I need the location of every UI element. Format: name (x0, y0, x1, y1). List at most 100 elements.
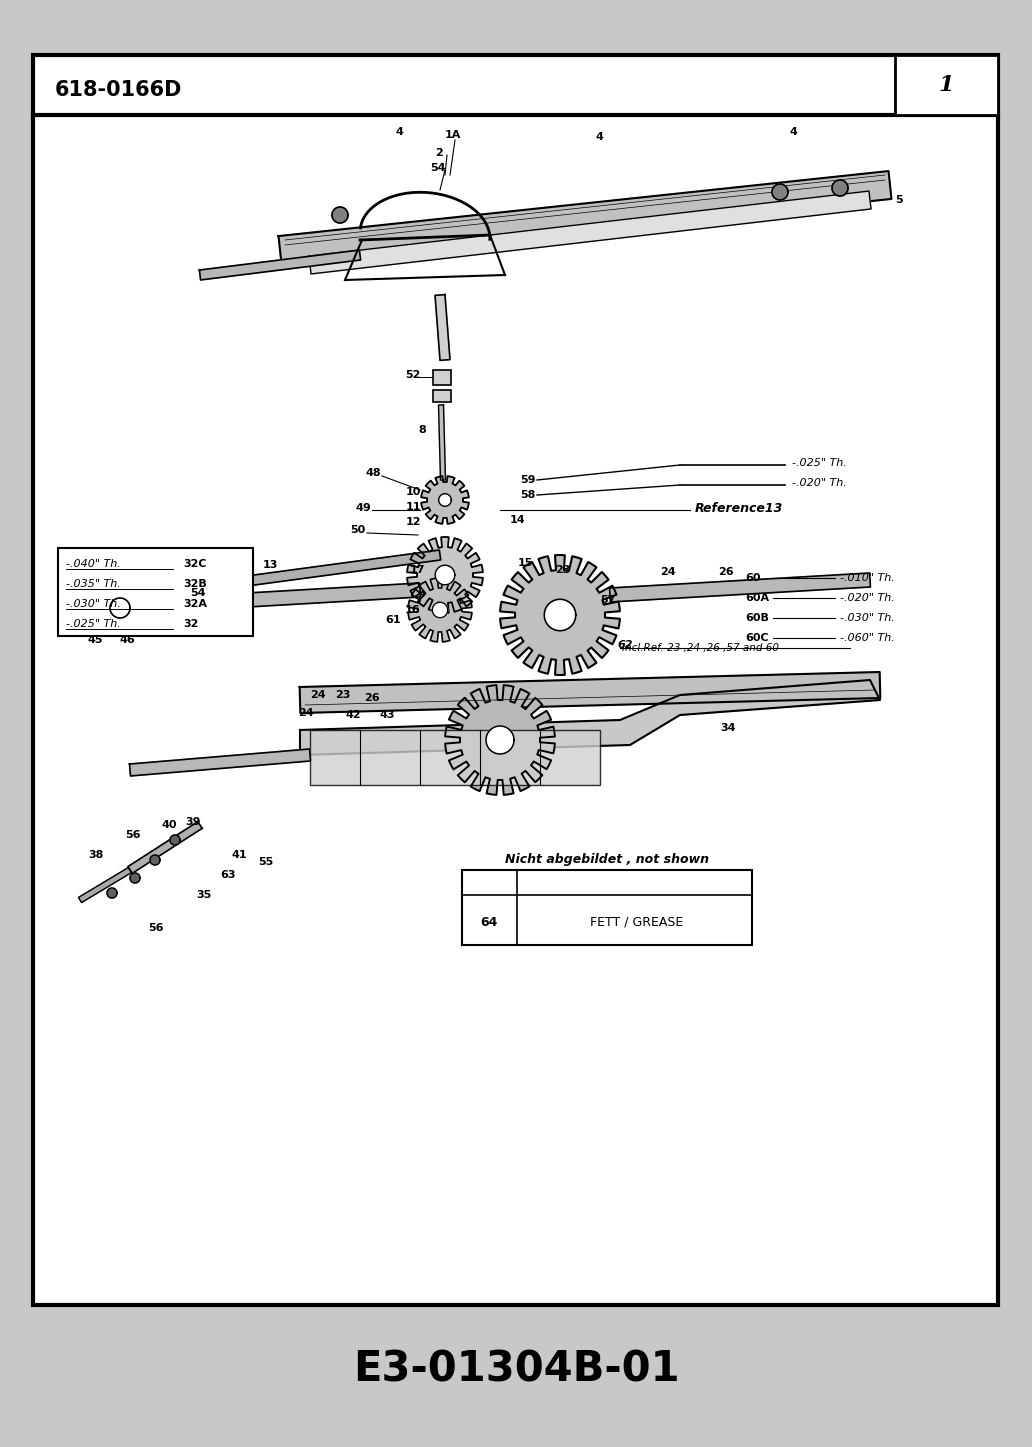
Polygon shape (501, 556, 620, 674)
Polygon shape (610, 573, 870, 602)
Text: 35: 35 (196, 890, 212, 900)
Text: 11: 11 (406, 502, 421, 512)
Text: 39: 39 (185, 818, 200, 828)
Bar (310, 729, 600, 786)
Text: 10: 10 (406, 488, 421, 496)
Polygon shape (128, 822, 202, 874)
Text: -.030" Th.: -.030" Th. (840, 614, 895, 624)
Text: 59: 59 (520, 475, 536, 485)
Polygon shape (74, 583, 420, 616)
Polygon shape (130, 873, 140, 883)
Text: Nicht abgebildet , not shown: Nicht abgebildet , not shown (505, 854, 709, 867)
Bar (433, 391, 451, 402)
Polygon shape (110, 598, 130, 618)
Polygon shape (832, 179, 848, 195)
Polygon shape (439, 493, 451, 506)
Text: 54: 54 (430, 164, 446, 174)
Text: 42: 42 (345, 710, 360, 721)
Polygon shape (544, 599, 576, 631)
Text: 24: 24 (298, 708, 314, 718)
Text: 26: 26 (364, 693, 380, 703)
Text: -.010" Th.: -.010" Th. (840, 573, 895, 583)
Polygon shape (150, 855, 160, 865)
Text: 46: 46 (120, 635, 136, 645)
Bar (58, 548, 253, 637)
Polygon shape (407, 537, 483, 614)
Text: 14: 14 (510, 515, 525, 525)
Text: -.060" Th.: -.060" Th. (840, 632, 895, 642)
Text: 58: 58 (520, 491, 536, 501)
Polygon shape (309, 191, 871, 273)
Text: 12: 12 (406, 517, 421, 527)
Polygon shape (432, 602, 448, 618)
Text: FETT / GREASE: FETT / GREASE (590, 916, 683, 929)
Text: 5: 5 (895, 195, 903, 205)
Polygon shape (78, 867, 131, 903)
Bar (433, 370, 451, 385)
Text: 23: 23 (335, 690, 351, 700)
Text: -.020" Th.: -.020" Th. (792, 478, 846, 488)
Text: 32: 32 (183, 619, 198, 629)
Text: 62: 62 (617, 640, 633, 650)
Text: 1A: 1A (445, 130, 461, 140)
Bar (895, 55, 998, 114)
Text: -.025" Th.: -.025" Th. (66, 619, 121, 629)
Polygon shape (332, 207, 348, 223)
Polygon shape (445, 684, 555, 794)
Polygon shape (299, 671, 880, 713)
Text: 23: 23 (555, 564, 571, 574)
Polygon shape (408, 579, 472, 642)
Text: 32C: 32C (183, 559, 206, 569)
Text: 57: 57 (600, 595, 615, 605)
Text: Incl.Ref. 23 ,24 ,26 ,57 and 60: Incl.Ref. 23 ,24 ,26 ,57 and 60 (622, 642, 779, 653)
Text: 43: 43 (380, 710, 395, 721)
Text: 60: 60 (745, 573, 761, 583)
Text: 38: 38 (88, 849, 103, 860)
Bar (462, 870, 752, 945)
Text: E3-01304B-01: E3-01304B-01 (353, 1349, 679, 1391)
Bar (33, 55, 998, 1305)
Polygon shape (436, 295, 450, 360)
Polygon shape (180, 550, 441, 595)
Text: -.020" Th.: -.020" Th. (840, 593, 895, 603)
Text: 41: 41 (232, 849, 248, 860)
Polygon shape (436, 566, 455, 585)
Text: 4: 4 (791, 127, 798, 137)
Text: 2: 2 (436, 148, 443, 158)
Text: 4: 4 (595, 132, 603, 142)
Text: -.040" Th.: -.040" Th. (66, 559, 121, 569)
Polygon shape (279, 171, 892, 263)
Text: 50: 50 (350, 525, 365, 535)
Text: 32A: 32A (183, 599, 207, 609)
Text: 17: 17 (410, 564, 425, 574)
Text: -.030" Th.: -.030" Th. (66, 599, 121, 609)
Text: 34: 34 (720, 724, 736, 734)
Text: 16: 16 (405, 605, 421, 615)
Text: 618-0166D: 618-0166D (55, 80, 183, 100)
Text: -.025" Th.: -.025" Th. (792, 459, 846, 467)
Text: Reference13: Reference13 (695, 502, 783, 515)
Polygon shape (421, 476, 469, 524)
Text: 24: 24 (310, 690, 326, 700)
Text: 55: 55 (258, 857, 273, 867)
Text: 60B: 60B (745, 614, 769, 624)
Text: 4: 4 (395, 127, 402, 137)
Polygon shape (486, 726, 514, 754)
Text: 61: 61 (385, 615, 400, 625)
Text: 26: 26 (718, 567, 734, 577)
Text: 60C: 60C (745, 632, 769, 642)
Text: 32B: 32B (183, 579, 206, 589)
Text: 54: 54 (190, 587, 205, 598)
Text: 56: 56 (125, 831, 140, 841)
Text: 15: 15 (518, 559, 534, 569)
Text: 13: 13 (263, 560, 279, 570)
Text: 24: 24 (660, 567, 676, 577)
Text: 48: 48 (365, 467, 381, 478)
Text: 8: 8 (418, 425, 426, 436)
Text: 64: 64 (480, 916, 497, 929)
Polygon shape (199, 250, 360, 279)
Text: 45: 45 (88, 635, 103, 645)
Text: 60A: 60A (745, 593, 769, 603)
Polygon shape (107, 888, 117, 899)
Polygon shape (170, 835, 180, 845)
